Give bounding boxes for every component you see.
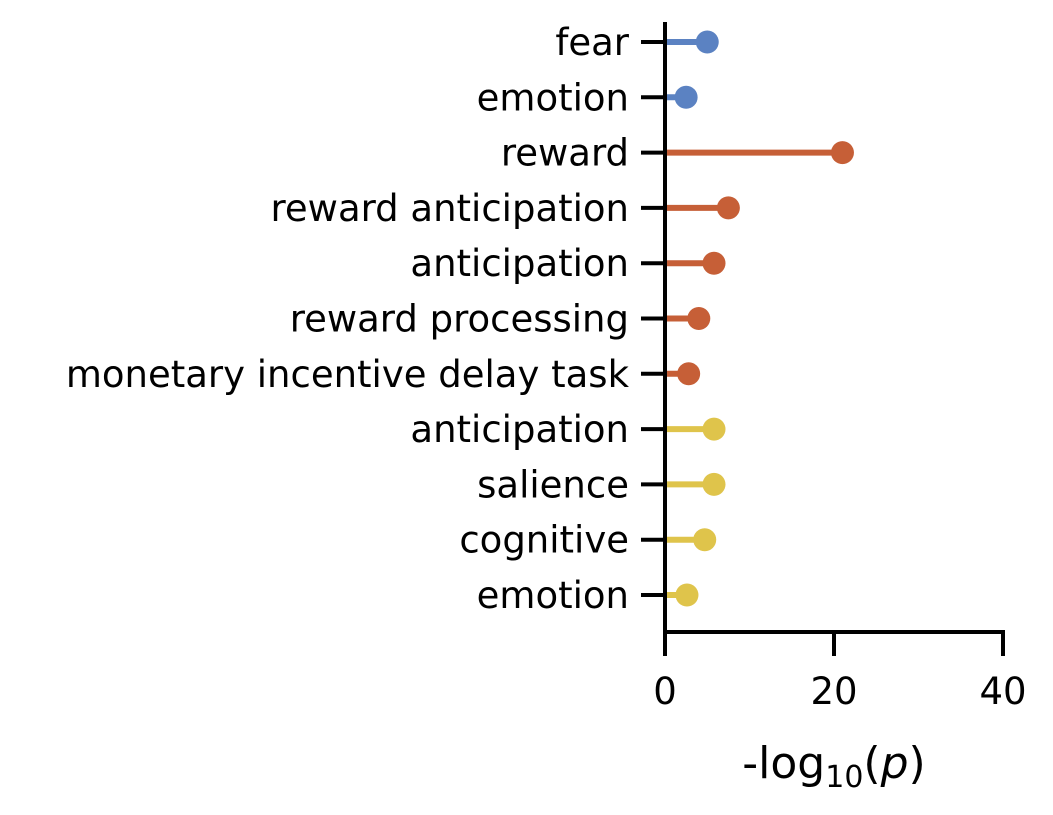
chart-marks (665, 30, 854, 607)
lollipop-point (693, 528, 717, 552)
y-tick-label: reward (501, 132, 629, 175)
x-axis-title-var: p (880, 738, 909, 789)
x-axis-ticks: 0 20 40 (653, 632, 1027, 713)
x-tick-label: 40 (979, 670, 1026, 713)
x-axis-title: -log10(p) (742, 738, 925, 795)
y-tick-label: reward processing (290, 298, 629, 341)
lollipop-point (716, 196, 740, 220)
x-axis-title-prefix: -log (742, 738, 825, 789)
x-axis-title-subscript: 10 (825, 760, 863, 795)
x-tick-label: 20 (810, 670, 857, 713)
y-tick-label: emotion (477, 76, 629, 119)
x-tick-label: 0 (653, 670, 677, 713)
y-tick-label: emotion (477, 574, 629, 617)
lollipop-point (695, 30, 719, 54)
y-axis-ticks: fear emotion reward reward anticipation anti… (66, 21, 665, 617)
lollipop-point (677, 362, 701, 386)
lollipop-point (687, 307, 711, 330)
y-tick-label: cognitive (459, 519, 629, 562)
lollipop-point (702, 472, 726, 496)
y-tick-label: anticipation (410, 408, 629, 451)
lollipop-point (675, 583, 699, 607)
lollipop-point (702, 417, 726, 441)
y-tick-label: anticipation (410, 242, 629, 285)
lollipop-point (674, 85, 698, 109)
y-tick-label: salience (477, 463, 629, 506)
lollipop-point (702, 251, 726, 275)
y-tick-label: monetary incentive delay task (66, 353, 630, 396)
x-axis-title-close: ) (909, 738, 926, 789)
y-tick-label: fear (555, 21, 629, 64)
lollipop-point (830, 141, 854, 165)
x-axis-title-open: ( (863, 738, 880, 789)
y-tick-label: reward anticipation (271, 187, 629, 230)
